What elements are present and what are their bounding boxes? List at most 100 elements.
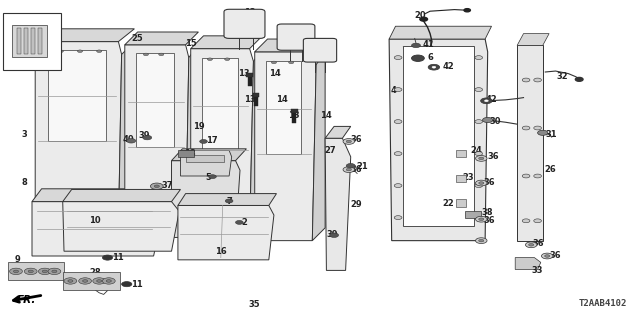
- Circle shape: [106, 280, 111, 282]
- Circle shape: [476, 156, 487, 161]
- Circle shape: [225, 199, 233, 203]
- Circle shape: [541, 253, 553, 259]
- Circle shape: [209, 175, 216, 179]
- Circle shape: [225, 58, 230, 60]
- Circle shape: [420, 17, 428, 21]
- Circle shape: [343, 139, 355, 144]
- Circle shape: [534, 219, 541, 223]
- Text: 9: 9: [15, 255, 20, 264]
- Text: 23: 23: [462, 173, 474, 182]
- Polygon shape: [202, 58, 238, 150]
- Circle shape: [479, 182, 484, 184]
- Text: 24: 24: [470, 146, 482, 155]
- Circle shape: [394, 216, 402, 220]
- Polygon shape: [389, 26, 492, 39]
- Circle shape: [464, 9, 470, 12]
- Circle shape: [475, 152, 483, 156]
- Text: 1: 1: [16, 31, 22, 40]
- Text: 18: 18: [184, 149, 196, 158]
- Circle shape: [479, 239, 484, 242]
- Bar: [24, 28, 28, 54]
- FancyBboxPatch shape: [277, 24, 315, 50]
- Bar: [248, 76, 252, 86]
- Text: 36: 36: [351, 165, 362, 174]
- Bar: [38, 28, 42, 54]
- Circle shape: [483, 117, 493, 123]
- Text: 25: 25: [132, 34, 143, 43]
- Polygon shape: [172, 161, 240, 237]
- Text: 38: 38: [481, 208, 493, 217]
- Circle shape: [127, 139, 136, 143]
- Polygon shape: [118, 42, 134, 234]
- Polygon shape: [517, 45, 543, 241]
- Circle shape: [159, 53, 164, 56]
- Bar: [456, 175, 466, 182]
- Circle shape: [534, 174, 541, 178]
- Text: 40: 40: [123, 135, 134, 144]
- Circle shape: [346, 164, 355, 168]
- Text: 39: 39: [326, 230, 338, 239]
- Circle shape: [58, 50, 63, 52]
- Text: 14: 14: [320, 111, 332, 120]
- Text: 30: 30: [490, 117, 501, 126]
- Text: 41: 41: [422, 40, 434, 49]
- Polygon shape: [63, 202, 179, 251]
- Polygon shape: [403, 46, 474, 226]
- Polygon shape: [180, 150, 232, 176]
- Text: 12: 12: [244, 8, 255, 17]
- Text: 36: 36: [532, 239, 544, 248]
- Polygon shape: [517, 34, 549, 45]
- Polygon shape: [178, 205, 274, 260]
- Text: 26: 26: [544, 165, 556, 174]
- Text: 3: 3: [22, 130, 27, 139]
- Circle shape: [481, 98, 492, 104]
- Text: 14: 14: [276, 95, 288, 104]
- Bar: [12, 25, 47, 57]
- Circle shape: [68, 280, 73, 282]
- Circle shape: [522, 126, 530, 130]
- Circle shape: [534, 78, 541, 82]
- Text: 11: 11: [131, 280, 143, 289]
- Polygon shape: [32, 189, 163, 202]
- Circle shape: [93, 278, 106, 284]
- Text: 13: 13: [238, 69, 250, 78]
- Circle shape: [52, 270, 57, 273]
- Text: 13: 13: [244, 95, 256, 104]
- Text: 36: 36: [483, 178, 495, 187]
- Polygon shape: [32, 202, 163, 256]
- Text: 2: 2: [241, 218, 248, 227]
- Circle shape: [143, 135, 152, 140]
- Circle shape: [97, 280, 102, 282]
- Circle shape: [24, 268, 37, 275]
- Circle shape: [48, 268, 61, 275]
- Bar: [456, 150, 466, 157]
- Circle shape: [271, 61, 276, 64]
- Text: 8: 8: [22, 178, 27, 187]
- Polygon shape: [48, 50, 106, 141]
- Text: 36: 36: [483, 216, 495, 225]
- Circle shape: [412, 55, 424, 61]
- Bar: [465, 211, 481, 218]
- Circle shape: [479, 218, 484, 220]
- Circle shape: [28, 270, 33, 273]
- Text: 17: 17: [206, 136, 218, 145]
- Circle shape: [522, 219, 530, 223]
- Polygon shape: [125, 45, 189, 235]
- Circle shape: [394, 184, 402, 188]
- Text: 36: 36: [549, 251, 561, 260]
- Circle shape: [476, 238, 487, 244]
- Circle shape: [475, 184, 483, 188]
- Circle shape: [529, 244, 534, 246]
- Polygon shape: [250, 49, 262, 237]
- Text: 29: 29: [351, 200, 362, 209]
- Circle shape: [150, 183, 163, 189]
- FancyBboxPatch shape: [224, 9, 265, 38]
- Circle shape: [432, 66, 436, 68]
- Circle shape: [394, 88, 402, 92]
- Polygon shape: [172, 149, 246, 161]
- Circle shape: [154, 185, 159, 188]
- Text: 10: 10: [89, 216, 100, 225]
- Circle shape: [476, 216, 487, 222]
- Circle shape: [343, 167, 355, 172]
- Polygon shape: [136, 53, 174, 147]
